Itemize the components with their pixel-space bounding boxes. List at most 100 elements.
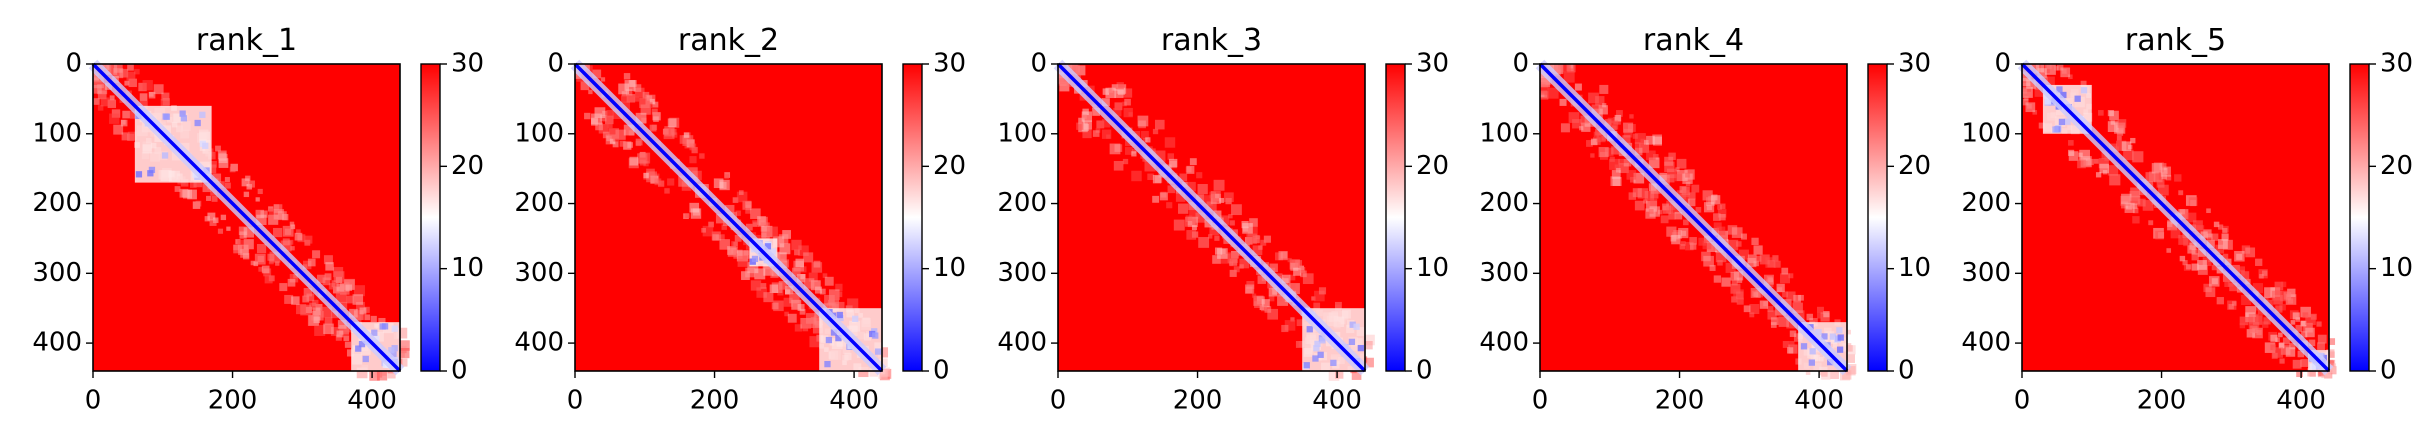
heatmap-cell bbox=[1261, 305, 1267, 312]
heatmap-cell bbox=[654, 178, 662, 186]
heatmap-cell bbox=[2116, 140, 2127, 151]
heatmap-cell bbox=[1167, 185, 1176, 194]
heatmap-cell bbox=[211, 195, 218, 202]
heatmap-cell bbox=[1805, 370, 1811, 375]
heatmap-cell bbox=[1717, 260, 1723, 266]
y-tick-label: 300 bbox=[514, 258, 564, 288]
heatmap-cell bbox=[1634, 133, 1646, 145]
heatmap-cell bbox=[97, 90, 107, 100]
heatmap-cell bbox=[256, 244, 267, 254]
heatmap-cell bbox=[2044, 98, 2051, 105]
heatmap-cell bbox=[333, 286, 340, 294]
colorbar-tick-label: 10 bbox=[451, 253, 484, 283]
axes-frame bbox=[2021, 63, 2330, 372]
heatmap-cell bbox=[1846, 329, 1851, 335]
heatmap-cell bbox=[1776, 283, 1785, 293]
heatmap-cell bbox=[1141, 130, 1149, 139]
heatmap-cell bbox=[273, 227, 283, 238]
heatmap-cell bbox=[633, 84, 642, 92]
heatmap-cell bbox=[346, 349, 355, 357]
heatmap-cell bbox=[756, 287, 767, 298]
heatmap-cell bbox=[1078, 117, 1085, 125]
heatmap-cell bbox=[2227, 280, 2234, 287]
heatmap-cell bbox=[1096, 120, 1105, 129]
heatmap-cell bbox=[273, 209, 285, 220]
heatmap-cell bbox=[778, 234, 789, 244]
heatmap-cell bbox=[2305, 314, 2316, 325]
heatmap-cell bbox=[1291, 283, 1296, 289]
heatmap-cell bbox=[1256, 296, 1265, 305]
heatmap-cell bbox=[615, 129, 626, 140]
heatmap-cell bbox=[344, 341, 352, 348]
heatmap-cell bbox=[1295, 260, 1303, 267]
heatmap-cell bbox=[1152, 128, 1159, 135]
colorbar-tick-label: 0 bbox=[451, 356, 468, 386]
heatmap-cell bbox=[2317, 334, 2327, 344]
heatmap-cell bbox=[600, 77, 606, 82]
heatmap-cell bbox=[791, 267, 801, 277]
heatmap-cell bbox=[1296, 319, 1304, 327]
heatmap-cell bbox=[594, 107, 606, 119]
heatmap-cell bbox=[2222, 227, 2228, 234]
axes-frame bbox=[1539, 63, 1848, 372]
heatmap-cell bbox=[651, 124, 658, 131]
heatmap-cell bbox=[1252, 245, 1263, 256]
heatmap-cell bbox=[2054, 66, 2059, 71]
heatmap-cell bbox=[289, 274, 299, 283]
heatmap-cell bbox=[2215, 244, 2225, 254]
heatmap-cell bbox=[1752, 290, 1758, 297]
heatmap-cell bbox=[1678, 227, 1689, 239]
panel-title: rank_4 bbox=[1643, 23, 1744, 58]
heatmap-cell bbox=[2046, 64, 2052, 70]
heatmap-cell bbox=[1816, 313, 1822, 319]
heatmap-cell bbox=[2280, 345, 2291, 355]
heatmap-cell bbox=[835, 334, 842, 342]
colorbar-tick-label: 10 bbox=[2380, 253, 2413, 283]
heatmap-cell bbox=[323, 323, 334, 335]
heatmap-cell bbox=[1680, 241, 1686, 246]
heatmap-cell bbox=[808, 272, 818, 282]
panel-title: rank_2 bbox=[678, 23, 779, 58]
heatmap-cell bbox=[250, 260, 256, 266]
heatmap-cell bbox=[812, 323, 823, 334]
heatmap-cell bbox=[93, 74, 99, 81]
heatmap-cell bbox=[877, 347, 889, 358]
heatmap-cell bbox=[1137, 115, 1149, 127]
heatmap-cell bbox=[2079, 149, 2090, 161]
heatmap-cell bbox=[2191, 253, 2199, 261]
heatmap-cell bbox=[646, 171, 657, 183]
heatmap-cell bbox=[1102, 88, 1110, 95]
heatmap-cell bbox=[323, 255, 333, 265]
y-tick-label: 400 bbox=[997, 328, 1047, 358]
heatmap-cell bbox=[1184, 216, 1195, 227]
heatmap-cell bbox=[1730, 283, 1741, 294]
heatmap-cell bbox=[2060, 91, 2067, 99]
heatmap-cell bbox=[683, 132, 690, 138]
heatmap-cell bbox=[1590, 138, 1598, 146]
heatmap-cell bbox=[1698, 237, 1707, 246]
heatmap-cell bbox=[1289, 274, 1296, 281]
heatmap-cell bbox=[1081, 114, 1087, 120]
heatmap-cell bbox=[1580, 115, 1589, 124]
heatmap-cell bbox=[2109, 110, 2119, 121]
x-tick-label: 400 bbox=[1312, 386, 1362, 416]
heatmap-cell bbox=[280, 240, 292, 252]
heatmap-cell bbox=[2099, 163, 2109, 174]
heatmap-cell bbox=[289, 221, 295, 227]
heatmap-cell bbox=[139, 93, 148, 101]
heatmap-cell bbox=[237, 239, 244, 247]
heatmap-cell bbox=[750, 208, 761, 219]
heatmap-cell bbox=[791, 239, 802, 251]
heatmap-cell bbox=[1666, 206, 1674, 214]
heatmap-cell bbox=[2203, 229, 2212, 238]
heatmap-cell bbox=[2222, 253, 2229, 260]
heatmap-cell bbox=[312, 250, 321, 259]
heatmap-cell bbox=[2087, 158, 2094, 166]
heatmap-cell bbox=[1719, 214, 1726, 221]
heatmap-cell bbox=[1197, 184, 1208, 195]
heatmap-cell bbox=[2245, 247, 2256, 258]
colorbar-tick-label: 20 bbox=[1416, 151, 1449, 181]
heatmap-cell bbox=[1676, 170, 1688, 181]
heatmap-cell bbox=[2308, 339, 2316, 347]
heatmap-cell bbox=[2224, 281, 2230, 287]
